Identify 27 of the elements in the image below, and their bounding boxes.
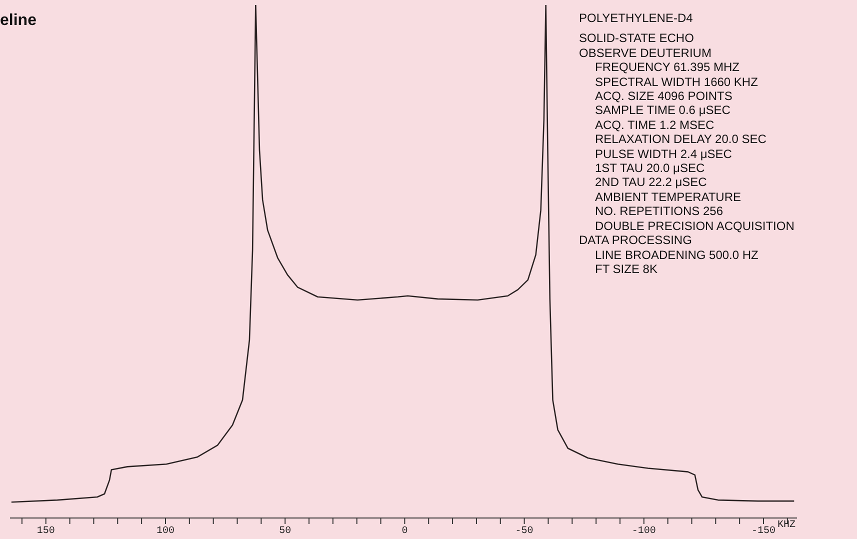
x-axis-title: KHZ xyxy=(778,520,796,531)
annotation: AMBIENT TEMPERATURE xyxy=(594,190,742,204)
x-tick-label: 150 xyxy=(36,526,55,538)
x-tick-label: -100 xyxy=(632,526,656,538)
annotation: FT SIZE 8K xyxy=(594,262,658,276)
annotation: OBSERVE DEUTERIUM xyxy=(579,46,712,60)
annotation: DOUBLE PRECISION ACQUISITION xyxy=(594,218,794,234)
chart-title: eline xyxy=(0,12,36,30)
x-tick-label: 100 xyxy=(156,526,174,538)
annotation: RELAXATION DELAY 20.0 SEC xyxy=(594,132,768,147)
annotation: SOLID-STATE ECHO xyxy=(579,31,695,46)
annotation: 1ST TAU 20.0 μSEC xyxy=(594,161,706,176)
x-tick-label: -150 xyxy=(752,526,776,538)
annotation: 2ND TAU 22.2 μSEC xyxy=(594,175,708,190)
annotation: FREQUENCY 61.395 MHZ xyxy=(594,60,740,75)
annotation: NO. REPETITIONS 256 xyxy=(594,204,724,219)
annotation: PULSE WIDTH 2.4 μSEC xyxy=(594,146,733,162)
x-tick-label: -50 xyxy=(515,526,534,538)
annotation: ACQ. TIME 1.2 MSEC xyxy=(594,118,716,132)
annotation: POLYETHYLENE-D4 xyxy=(579,11,694,26)
annotation: DATA PROCESSING xyxy=(579,233,693,248)
annotation: LINE BROADENING 500.0 HZ xyxy=(594,248,760,262)
x-tick-label: 0 xyxy=(402,526,408,538)
annotation: SPECTRAL WIDTH 1660 KHZ xyxy=(594,74,759,90)
annotation: ACQ. SIZE 4096 POINTS xyxy=(594,89,734,104)
x-tick-label: 50 xyxy=(279,526,292,538)
annotation: SAMPLE TIME 0.6 μSEC xyxy=(594,103,732,118)
